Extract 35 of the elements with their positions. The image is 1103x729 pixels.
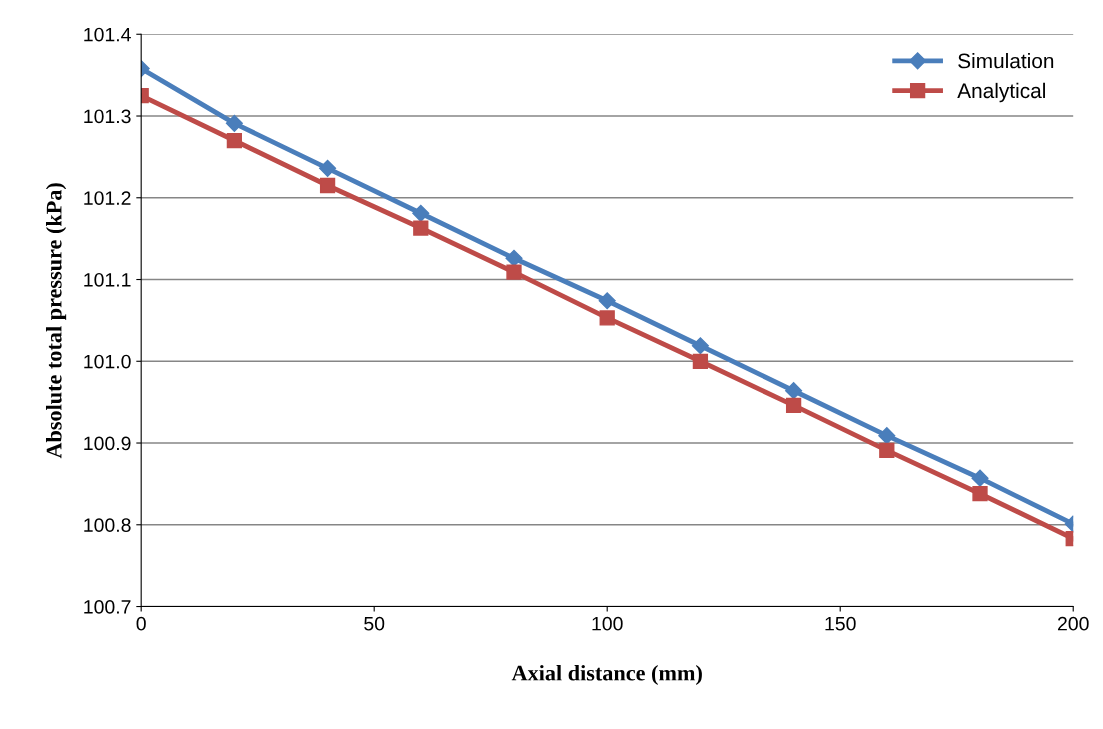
point <box>599 310 615 326</box>
x-tick-label: 200 <box>1057 616 1089 631</box>
y-tick-label: 100.9 <box>84 436 131 451</box>
y-tick-label: 100.8 <box>84 518 131 533</box>
point <box>878 427 896 445</box>
y-axis-title: Absolute total pressure (kPa) <box>45 183 67 459</box>
point <box>971 469 989 487</box>
x-tick-label: 150 <box>825 616 856 631</box>
x-tick-label: 100 <box>592 616 623 631</box>
y-tick-label: 101.1 <box>84 272 131 287</box>
y-tick-label: 101.2 <box>84 191 131 205</box>
x-tick-label: 50 <box>364 616 385 631</box>
point <box>691 337 709 355</box>
point <box>785 382 803 400</box>
legend-label: Simulation <box>958 53 1054 69</box>
legend-label: Analytical <box>957 82 1045 103</box>
point <box>413 220 429 236</box>
point <box>412 204 430 222</box>
point <box>319 159 337 177</box>
point <box>598 292 616 310</box>
point <box>319 177 336 194</box>
y-tick-label: 101.4 <box>84 27 131 42</box>
point <box>505 249 523 267</box>
y-tick-label: 101.0 <box>84 354 131 369</box>
x-axis-title: Axial distance (mm) <box>511 664 702 686</box>
point <box>879 442 895 459</box>
y-tick-label: 101.3 <box>84 109 131 124</box>
point <box>225 114 243 132</box>
point <box>692 353 709 369</box>
y-tick-label: 100.7 <box>84 600 131 614</box>
x-tick-label: 0 <box>136 616 146 631</box>
point <box>506 264 522 280</box>
point <box>226 132 243 149</box>
point <box>972 486 988 502</box>
point <box>785 397 802 414</box>
